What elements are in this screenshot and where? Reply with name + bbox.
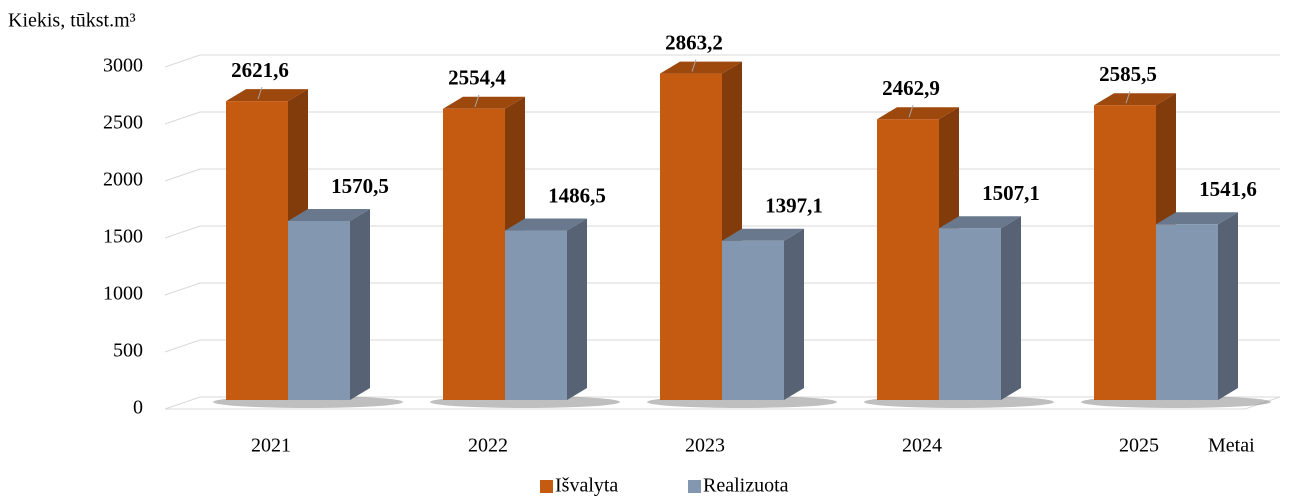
bar-top: [226, 89, 308, 102]
bar-top: [939, 216, 1021, 229]
bar-top: [1094, 93, 1176, 106]
y-tick-label: 0: [133, 397, 143, 419]
data-label: 1570,5: [331, 174, 389, 198]
y-tick-label: 1000: [103, 283, 143, 305]
bar: [226, 101, 288, 400]
legend-swatch: [540, 480, 553, 493]
bar-top: [660, 61, 742, 74]
y-tick-label: 1500: [103, 226, 143, 248]
data-label: 2863,2: [665, 30, 723, 54]
legend-label: Realizuota: [703, 475, 789, 497]
bar-side: [1218, 212, 1238, 400]
x-axis-title: Metai: [1208, 435, 1255, 457]
bar: [1094, 105, 1156, 401]
leader-line: [1125, 91, 1131, 104]
bar: [722, 240, 784, 400]
bar: [288, 220, 350, 400]
leader-line: [691, 59, 697, 72]
y-axis-title: Kiekis, tūkst.m³: [8, 10, 136, 32]
y-tick-label: 500: [113, 340, 143, 362]
bar-side: [1001, 216, 1021, 400]
y-tick-label: 2500: [103, 112, 143, 134]
data-label: 2621,6: [231, 58, 289, 82]
data-label: 2554,4: [448, 66, 506, 90]
data-label: 1507,1: [982, 181, 1040, 205]
bar: [660, 73, 722, 400]
bar-side: [567, 218, 587, 400]
x-tick-label: 2024: [902, 435, 942, 457]
leader-line: [257, 86, 263, 100]
bar-top: [505, 218, 587, 231]
bar-top: [288, 208, 370, 221]
bar: [877, 119, 939, 400]
leader-line: [474, 94, 480, 107]
bar-top: [877, 107, 959, 120]
bar: [505, 230, 567, 400]
bar-side: [784, 228, 804, 400]
x-tick-label: 2022: [468, 435, 508, 457]
bar: [1156, 224, 1218, 400]
y-tick-label: 2000: [103, 169, 143, 191]
legend-label: Išvalyta: [555, 475, 618, 497]
data-label: 1541,6: [1199, 177, 1257, 201]
leader-line: [908, 105, 914, 118]
data-label: 2462,9: [882, 76, 940, 100]
bar: [443, 108, 505, 400]
y-tick-label: 3000: [103, 55, 143, 77]
bar-top: [1156, 212, 1238, 225]
bar-side: [350, 208, 370, 400]
data-label: 1397,1: [765, 194, 823, 218]
data-label: 2585,5: [1099, 62, 1157, 86]
bar: [939, 228, 1001, 400]
x-tick-label: 2023: [685, 435, 725, 457]
x-tick-label: 2025: [1119, 435, 1159, 457]
legend-swatch: [688, 480, 701, 493]
bar-top: [443, 96, 525, 109]
data-label: 1486,5: [548, 183, 606, 207]
bar-top: [722, 228, 804, 241]
grid-line: [164, 54, 1280, 68]
x-tick-label: 2021: [251, 435, 291, 457]
